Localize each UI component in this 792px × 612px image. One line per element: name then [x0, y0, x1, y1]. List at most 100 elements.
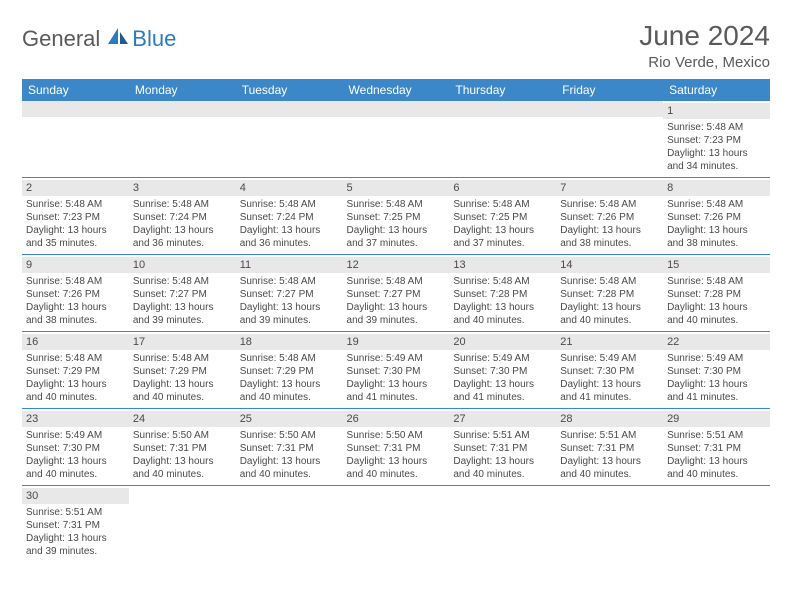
weekday-header: Wednesday — [343, 79, 450, 101]
day-number: 16 — [22, 334, 129, 350]
day-cell: 1 Sunrise: 5:48 AMSunset: 7:23 PMDaylight… — [663, 101, 770, 177]
day-info: Sunrise: 5:48 AMSunset: 7:28 PMDaylight:… — [453, 275, 552, 327]
day-cell: 29Sunrise: 5:51 AMSunset: 7:31 PMDayligh… — [663, 409, 770, 485]
calendar-week-row: 1 Sunrise: 5:48 AMSunset: 7:23 PMDaylight… — [22, 101, 770, 178]
day-cell: 13 Sunrise: 5:48 AMSunset: 7:28 PMDayligh… — [449, 255, 556, 331]
calendar-cell: 21 Sunrise: 5:49 AMSunset: 7:30 PMDayligh… — [556, 332, 663, 409]
day-number: 9 — [22, 257, 129, 273]
calendar-cell — [129, 486, 236, 563]
calendar-body: 1 Sunrise: 5:48 AMSunset: 7:23 PMDaylight… — [22, 101, 770, 562]
calendar-table: SundayMondayTuesdayWednesdayThursdayFrid… — [22, 79, 770, 562]
day-cell: 3Sunrise: 5:48 AMSunset: 7:24 PMDaylight… — [129, 178, 236, 254]
day-cell: 12 Sunrise: 5:48 AMSunset: 7:27 PMDayligh… — [343, 255, 450, 331]
day-cell: 21 Sunrise: 5:49 AMSunset: 7:30 PMDayligh… — [556, 332, 663, 408]
day-number: 30 — [22, 488, 129, 504]
day-cell: 8Sunrise: 5:48 AMSunset: 7:26 PMDaylight… — [663, 178, 770, 254]
day-info: Sunrise: 5:51 AMSunset: 7:31 PMDaylight:… — [667, 429, 766, 481]
day-info: Sunrise: 5:50 AMSunset: 7:31 PMDaylight:… — [133, 429, 232, 481]
calendar-cell — [343, 486, 450, 563]
logo-text-general: General — [22, 26, 100, 52]
calendar-cell: 22Sunrise: 5:49 AMSunset: 7:30 PMDayligh… — [663, 332, 770, 409]
calendar-week-row: 2Sunrise: 5:48 AMSunset: 7:23 PMDaylight… — [22, 178, 770, 255]
empty-day-bar — [129, 101, 236, 117]
weekday-header-row: SundayMondayTuesdayWednesdayThursdayFrid… — [22, 79, 770, 101]
calendar-cell: 11Sunrise: 5:48 AMSunset: 7:27 PMDayligh… — [236, 255, 343, 332]
day-info: Sunrise: 5:48 AMSunset: 7:23 PMDaylight:… — [667, 121, 766, 173]
day-cell: 14Sunrise: 5:48 AMSunset: 7:28 PMDayligh… — [556, 255, 663, 331]
calendar-week-row: 30Sunrise: 5:51 AMSunset: 7:31 PMDayligh… — [22, 486, 770, 563]
weekday-header: Tuesday — [236, 79, 343, 101]
calendar-cell: 13 Sunrise: 5:48 AMSunset: 7:28 PMDayligh… — [449, 255, 556, 332]
day-cell: 4Sunrise: 5:48 AMSunset: 7:24 PMDaylight… — [236, 178, 343, 254]
day-number: 25 — [236, 411, 343, 427]
sail-icon — [106, 26, 132, 51]
day-info: Sunrise: 5:51 AMSunset: 7:31 PMDaylight:… — [453, 429, 552, 481]
empty-day-bar — [236, 101, 343, 117]
day-number: 14 — [556, 257, 663, 273]
calendar-cell: 19Sunrise: 5:49 AMSunset: 7:30 PMDayligh… — [343, 332, 450, 409]
day-cell: 25 Sunrise: 5:50 AMSunset: 7:31 PMDayligh… — [236, 409, 343, 485]
weekday-header: Sunday — [22, 79, 129, 101]
day-info: Sunrise: 5:50 AMSunset: 7:31 PMDaylight:… — [240, 429, 339, 481]
day-info: Sunrise: 5:48 AMSunset: 7:27 PMDaylight:… — [347, 275, 446, 327]
day-cell: 5Sunrise: 5:48 AMSunset: 7:25 PMDaylight… — [343, 178, 450, 254]
calendar-cell — [556, 486, 663, 563]
day-cell: 22Sunrise: 5:49 AMSunset: 7:30 PMDayligh… — [663, 332, 770, 408]
calendar-cell: 16 Sunrise: 5:48 AMSunset: 7:29 PMDayligh… — [22, 332, 129, 409]
day-number: 12 — [343, 257, 450, 273]
day-info: Sunrise: 5:50 AMSunset: 7:31 PMDaylight:… — [347, 429, 446, 481]
calendar-cell: 17Sunrise: 5:48 AMSunset: 7:29 PMDayligh… — [129, 332, 236, 409]
calendar-cell: 23Sunrise: 5:49 AMSunset: 7:30 PMDayligh… — [22, 409, 129, 486]
calendar-cell — [449, 101, 556, 178]
day-cell: 23Sunrise: 5:49 AMSunset: 7:30 PMDayligh… — [22, 409, 129, 485]
day-number: 26 — [343, 411, 450, 427]
calendar-cell — [236, 101, 343, 178]
day-cell: 11Sunrise: 5:48 AMSunset: 7:27 PMDayligh… — [236, 255, 343, 331]
day-cell: 28Sunrise: 5:51 AMSunset: 7:31 PMDayligh… — [556, 409, 663, 485]
header: General Blue June 2024 Rio Verde, Mexico — [22, 20, 770, 71]
day-number: 27 — [449, 411, 556, 427]
day-number: 18 — [236, 334, 343, 350]
calendar-cell: 10 Sunrise: 5:48 AMSunset: 7:27 PMDayligh… — [129, 255, 236, 332]
calendar-cell: 28Sunrise: 5:51 AMSunset: 7:31 PMDayligh… — [556, 409, 663, 486]
calendar-cell — [556, 101, 663, 178]
day-number: 21 — [556, 334, 663, 350]
calendar-week-row: 23Sunrise: 5:49 AMSunset: 7:30 PMDayligh… — [22, 409, 770, 486]
calendar-cell: 7Sunrise: 5:48 AMSunset: 7:26 PMDaylight… — [556, 178, 663, 255]
empty-day-bar — [449, 101, 556, 117]
day-number: 10 — [129, 257, 236, 273]
day-cell: 17Sunrise: 5:48 AMSunset: 7:29 PMDayligh… — [129, 332, 236, 408]
day-number: 5 — [343, 180, 450, 196]
day-info: Sunrise: 5:49 AMSunset: 7:30 PMDaylight:… — [560, 352, 659, 404]
day-info: Sunrise: 5:48 AMSunset: 7:25 PMDaylight:… — [453, 198, 552, 250]
calendar-cell: 9 Sunrise: 5:48 AMSunset: 7:26 PMDaylight… — [22, 255, 129, 332]
day-number: 1 — [663, 103, 770, 119]
day-info: Sunrise: 5:48 AMSunset: 7:26 PMDaylight:… — [560, 198, 659, 250]
calendar-cell — [449, 486, 556, 563]
calendar-cell — [236, 486, 343, 563]
day-number: 13 — [449, 257, 556, 273]
day-number: 15 — [663, 257, 770, 273]
calendar-cell: 27 Sunrise: 5:51 AMSunset: 7:31 PMDayligh… — [449, 409, 556, 486]
weekday-header: Friday — [556, 79, 663, 101]
day-cell: 20Sunrise: 5:49 AMSunset: 7:30 PMDayligh… — [449, 332, 556, 408]
calendar-cell: 29Sunrise: 5:51 AMSunset: 7:31 PMDayligh… — [663, 409, 770, 486]
day-info: Sunrise: 5:48 AMSunset: 7:29 PMDaylight:… — [26, 352, 125, 404]
calendar-page: General Blue June 2024 Rio Verde, Mexico… — [0, 0, 792, 582]
day-cell: 18Sunrise: 5:48 AMSunset: 7:29 PMDayligh… — [236, 332, 343, 408]
calendar-cell: 20Sunrise: 5:49 AMSunset: 7:30 PMDayligh… — [449, 332, 556, 409]
day-info: Sunrise: 5:48 AMSunset: 7:27 PMDaylight:… — [133, 275, 232, 327]
day-info: Sunrise: 5:48 AMSunset: 7:26 PMDaylight:… — [26, 275, 125, 327]
calendar-cell — [343, 101, 450, 178]
calendar-cell: 14Sunrise: 5:48 AMSunset: 7:28 PMDayligh… — [556, 255, 663, 332]
day-number: 28 — [556, 411, 663, 427]
day-info: Sunrise: 5:48 AMSunset: 7:23 PMDaylight:… — [26, 198, 125, 250]
calendar-cell: 1 Sunrise: 5:48 AMSunset: 7:23 PMDaylight… — [663, 101, 770, 178]
logo-text-blue: Blue — [132, 26, 176, 52]
day-info: Sunrise: 5:48 AMSunset: 7:26 PMDaylight:… — [667, 198, 766, 250]
calendar-cell — [22, 101, 129, 178]
calendar-cell: 15Sunrise: 5:48 AMSunset: 7:28 PMDayligh… — [663, 255, 770, 332]
day-number: 19 — [343, 334, 450, 350]
calendar-cell: 12 Sunrise: 5:48 AMSunset: 7:27 PMDayligh… — [343, 255, 450, 332]
weekday-header: Saturday — [663, 79, 770, 101]
